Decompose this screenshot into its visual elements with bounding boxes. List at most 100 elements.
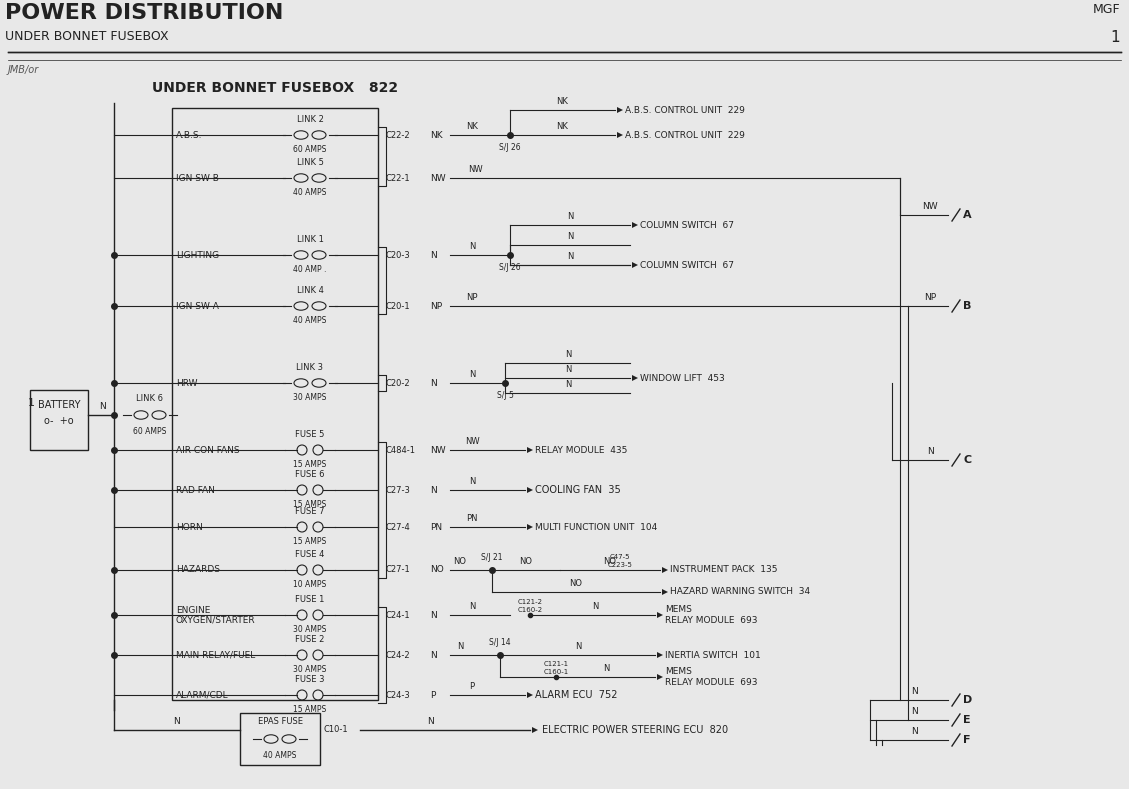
Polygon shape	[532, 727, 539, 733]
Text: MGF: MGF	[1093, 3, 1120, 16]
Text: C223-5: C223-5	[607, 562, 632, 568]
Text: ALARM/CDL: ALARM/CDL	[176, 690, 229, 700]
Text: FUSE 7: FUSE 7	[296, 507, 325, 516]
Text: 15 AMPS: 15 AMPS	[294, 705, 326, 714]
Text: C20-3: C20-3	[386, 250, 411, 260]
Text: N: N	[911, 687, 918, 696]
Text: 10 AMPS: 10 AMPS	[294, 580, 326, 589]
Text: INSTRUMENT PACK  135: INSTRUMENT PACK 135	[669, 566, 778, 574]
Text: C27-4: C27-4	[386, 522, 411, 532]
Text: HRW: HRW	[176, 379, 198, 387]
Text: NO: NO	[519, 557, 533, 566]
Text: NW: NW	[465, 437, 480, 446]
Text: NP: NP	[924, 293, 936, 302]
Text: N: N	[430, 485, 437, 495]
Text: N: N	[911, 727, 918, 736]
Text: 15 AMPS: 15 AMPS	[294, 537, 326, 546]
Polygon shape	[662, 567, 668, 573]
Text: 60 AMPS: 60 AMPS	[133, 427, 167, 436]
Text: HORN: HORN	[176, 522, 203, 532]
Text: MEMS
RELAY MODULE  693: MEMS RELAY MODULE 693	[665, 605, 758, 625]
Bar	[172, 108, 378, 700]
Text: A.B.S.: A.B.S.	[176, 130, 202, 140]
Text: 40 AMPS: 40 AMPS	[263, 751, 297, 760]
Text: RAD FAN: RAD FAN	[176, 485, 215, 495]
Text: HAZARD WARNING SWITCH  34: HAZARD WARNING SWITCH 34	[669, 588, 811, 596]
Text: B: B	[963, 301, 971, 311]
Text: C27-1: C27-1	[386, 566, 411, 574]
Text: N: N	[98, 402, 105, 411]
Text: C160-1: C160-1	[543, 669, 569, 675]
Text: C484-1: C484-1	[386, 446, 415, 454]
Text: N: N	[567, 212, 574, 221]
Text: C27-3: C27-3	[386, 485, 411, 495]
Text: S/J 14: S/J 14	[489, 638, 510, 647]
Text: FUSE 2: FUSE 2	[296, 635, 325, 644]
Text: FUSE 4: FUSE 4	[296, 550, 325, 559]
Text: N: N	[430, 611, 437, 619]
Text: S/J 5: S/J 5	[497, 391, 514, 400]
Text: NK: NK	[430, 130, 443, 140]
Bar	[30, 390, 88, 450]
Text: NW: NW	[467, 165, 482, 174]
Text: C10-1: C10-1	[324, 726, 349, 735]
Text: LINK 4: LINK 4	[297, 286, 323, 295]
Text: IGN SW B: IGN SW B	[176, 174, 219, 182]
Text: N: N	[469, 602, 475, 611]
Text: P: P	[430, 690, 436, 700]
Text: RELAY MODULE  435: RELAY MODULE 435	[535, 446, 628, 454]
Text: NW: NW	[922, 202, 938, 211]
Text: N: N	[430, 650, 437, 660]
Text: INERTIA SWITCH  101: INERTIA SWITCH 101	[665, 650, 761, 660]
Text: NO: NO	[454, 557, 466, 566]
Text: o-  +o: o- +o	[44, 416, 73, 426]
Text: S/J 21: S/J 21	[481, 553, 502, 562]
Text: 1: 1	[28, 398, 35, 408]
Text: 30 AMPS: 30 AMPS	[294, 393, 326, 402]
Text: HAZARDS: HAZARDS	[176, 566, 220, 574]
Polygon shape	[632, 222, 638, 228]
Text: N: N	[575, 642, 581, 651]
Text: P: P	[470, 682, 474, 691]
Text: N: N	[430, 379, 437, 387]
Text: NO: NO	[569, 579, 583, 588]
Text: WINDOW LIFT  453: WINDOW LIFT 453	[640, 373, 725, 383]
Text: N: N	[564, 350, 571, 359]
Text: N: N	[592, 602, 598, 611]
Text: E: E	[963, 715, 971, 725]
Bar	[240, 713, 320, 765]
Text: N: N	[603, 664, 610, 673]
Text: C121-2: C121-2	[517, 599, 543, 605]
Text: COOLING FAN  35: COOLING FAN 35	[535, 485, 621, 495]
Text: C22-2: C22-2	[386, 130, 411, 140]
Text: N: N	[469, 242, 475, 251]
Text: 40 AMPS: 40 AMPS	[294, 316, 326, 325]
Text: COLUMN SWITCH  67: COLUMN SWITCH 67	[640, 260, 734, 270]
Text: F: F	[963, 735, 971, 745]
Text: C24-2: C24-2	[386, 650, 411, 660]
Text: COLUMN SWITCH  67: COLUMN SWITCH 67	[640, 220, 734, 230]
Polygon shape	[527, 524, 533, 530]
Text: NK: NK	[466, 122, 478, 131]
Polygon shape	[527, 692, 533, 698]
Text: C160-2: C160-2	[517, 607, 543, 613]
Text: ELECTRIC POWER STEERING ECU  820: ELECTRIC POWER STEERING ECU 820	[542, 725, 728, 735]
Text: N: N	[567, 232, 574, 241]
Text: C22-1: C22-1	[386, 174, 411, 182]
Text: N: N	[469, 370, 475, 379]
Polygon shape	[527, 447, 533, 453]
Text: N: N	[427, 717, 434, 726]
Text: NO: NO	[430, 566, 444, 574]
Text: FUSE 5: FUSE 5	[296, 430, 325, 439]
Text: LINK 3: LINK 3	[297, 363, 324, 372]
Text: 15 AMPS: 15 AMPS	[294, 460, 326, 469]
Text: MULTI FUNCTION UNIT  104: MULTI FUNCTION UNIT 104	[535, 522, 657, 532]
Polygon shape	[657, 652, 663, 658]
Text: N: N	[174, 717, 181, 726]
Text: LINK 2: LINK 2	[297, 115, 323, 124]
Text: NK: NK	[557, 122, 568, 131]
Text: NP: NP	[466, 293, 478, 302]
Text: A: A	[963, 210, 972, 220]
Text: NK: NK	[557, 97, 568, 106]
Text: N: N	[457, 642, 463, 651]
